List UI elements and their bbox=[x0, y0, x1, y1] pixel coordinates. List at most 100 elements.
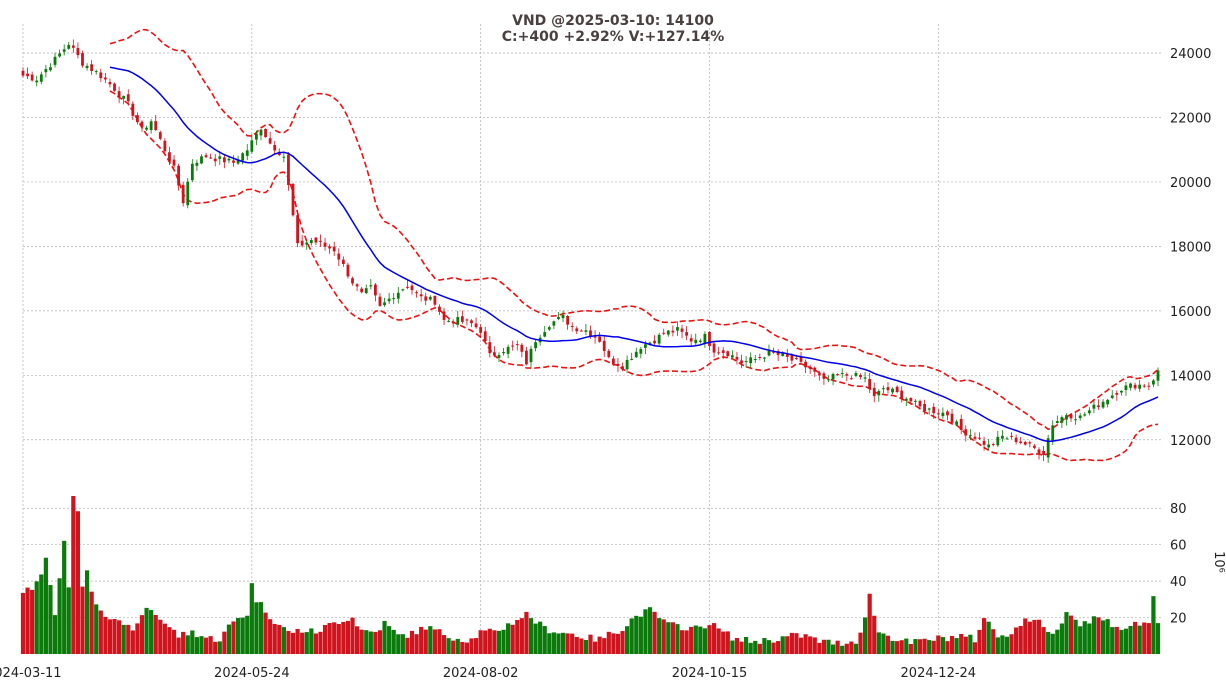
candle-body bbox=[795, 358, 798, 360]
candle-body bbox=[525, 350, 528, 365]
volume-bar bbox=[890, 640, 895, 654]
candle-body bbox=[968, 435, 972, 437]
candle-body bbox=[149, 121, 153, 131]
candle-body bbox=[763, 357, 766, 359]
candle-body bbox=[831, 373, 835, 380]
volume-bar bbox=[167, 627, 172, 654]
candle-body bbox=[991, 444, 995, 446]
candle-body bbox=[373, 284, 377, 296]
volume-bar bbox=[176, 637, 181, 654]
candle-body bbox=[387, 298, 391, 302]
candle-body bbox=[909, 397, 913, 402]
volume-bar bbox=[547, 633, 552, 654]
volume-bar bbox=[478, 630, 483, 654]
volume-bar bbox=[1142, 622, 1147, 654]
candle-body bbox=[154, 121, 158, 131]
candle-body bbox=[1083, 414, 1087, 416]
candle-body bbox=[259, 129, 263, 136]
candle-body bbox=[172, 159, 176, 166]
volume-bar bbox=[913, 639, 918, 654]
volume-bar bbox=[135, 623, 140, 654]
volume-bar bbox=[620, 631, 625, 654]
candle-body bbox=[140, 121, 144, 128]
volume-bar bbox=[551, 632, 556, 654]
volume-bar bbox=[1128, 625, 1133, 654]
volume-bar bbox=[354, 626, 360, 654]
candle-body bbox=[428, 296, 432, 300]
candle-body bbox=[932, 406, 936, 414]
volume-bar bbox=[153, 614, 158, 654]
candle-body bbox=[621, 366, 624, 370]
volume-bar bbox=[693, 625, 698, 654]
volume-bar bbox=[1096, 617, 1101, 654]
candle-body bbox=[895, 386, 899, 393]
volume-bar bbox=[272, 623, 277, 654]
candle-body bbox=[607, 350, 611, 358]
volume-tick-label: 80 bbox=[1170, 502, 1187, 517]
volume-bar bbox=[318, 631, 323, 654]
candle-body bbox=[328, 246, 332, 249]
candle-body bbox=[859, 374, 862, 378]
candle-body bbox=[424, 296, 428, 301]
volume-bar bbox=[190, 630, 195, 654]
volume-bar bbox=[592, 641, 598, 654]
candle-body bbox=[296, 215, 299, 244]
candle-body bbox=[332, 246, 336, 252]
candle-body bbox=[1092, 404, 1096, 409]
volume-bar bbox=[185, 635, 190, 654]
volume-bar bbox=[437, 629, 442, 654]
volume-bar bbox=[977, 629, 982, 654]
candle-body bbox=[511, 345, 515, 347]
volume-bar bbox=[57, 578, 62, 654]
candle-body bbox=[1138, 384, 1142, 389]
volume-bar bbox=[1046, 631, 1051, 654]
volume-bar bbox=[949, 635, 955, 654]
volume-bar bbox=[602, 638, 607, 654]
volume-bar bbox=[501, 629, 506, 654]
candle-body bbox=[708, 331, 711, 347]
volume-bar bbox=[496, 630, 502, 654]
volume-bar bbox=[400, 634, 405, 654]
volume-bar bbox=[30, 589, 35, 654]
candle-body bbox=[827, 379, 830, 381]
volume-bar bbox=[789, 632, 794, 654]
volume-bar bbox=[258, 602, 264, 654]
candle-body bbox=[1156, 370, 1160, 381]
volume-bar bbox=[835, 640, 840, 654]
volume-bar bbox=[936, 635, 941, 654]
volume-bar bbox=[25, 587, 30, 654]
candle-body bbox=[479, 327, 483, 333]
volume-bar bbox=[876, 632, 881, 654]
candle-body bbox=[319, 240, 322, 242]
volume-tick-label: 40 bbox=[1170, 575, 1187, 590]
volume-bar bbox=[762, 638, 767, 654]
candle-body bbox=[735, 356, 739, 360]
candle-body bbox=[1000, 435, 1004, 439]
volume-bar bbox=[940, 637, 945, 654]
candle-body bbox=[1046, 438, 1050, 458]
volume-bar bbox=[588, 634, 593, 654]
candle-body bbox=[776, 351, 780, 355]
candle-body bbox=[470, 320, 473, 324]
volume-bar bbox=[464, 642, 470, 654]
volume-bar bbox=[981, 618, 987, 654]
candle-body bbox=[740, 360, 743, 364]
candle-body bbox=[598, 336, 602, 342]
volume-bar bbox=[236, 617, 241, 654]
volume-bar bbox=[812, 637, 817, 654]
volume-bar bbox=[286, 630, 291, 654]
volume-bar bbox=[71, 496, 76, 654]
volume-bar bbox=[895, 641, 900, 654]
volume-bar bbox=[776, 641, 781, 654]
volume-bar bbox=[615, 633, 621, 654]
volume-tick-label: 20 bbox=[1170, 612, 1187, 627]
candle-body bbox=[1115, 392, 1119, 395]
volume-bar bbox=[666, 622, 671, 654]
candle-body bbox=[1097, 405, 1100, 408]
volume-bar bbox=[1050, 633, 1055, 654]
candle-body bbox=[99, 72, 103, 78]
candle-body bbox=[790, 354, 794, 361]
volume-bar bbox=[849, 641, 854, 654]
candle-body bbox=[245, 150, 249, 156]
volume-bar bbox=[821, 639, 827, 654]
